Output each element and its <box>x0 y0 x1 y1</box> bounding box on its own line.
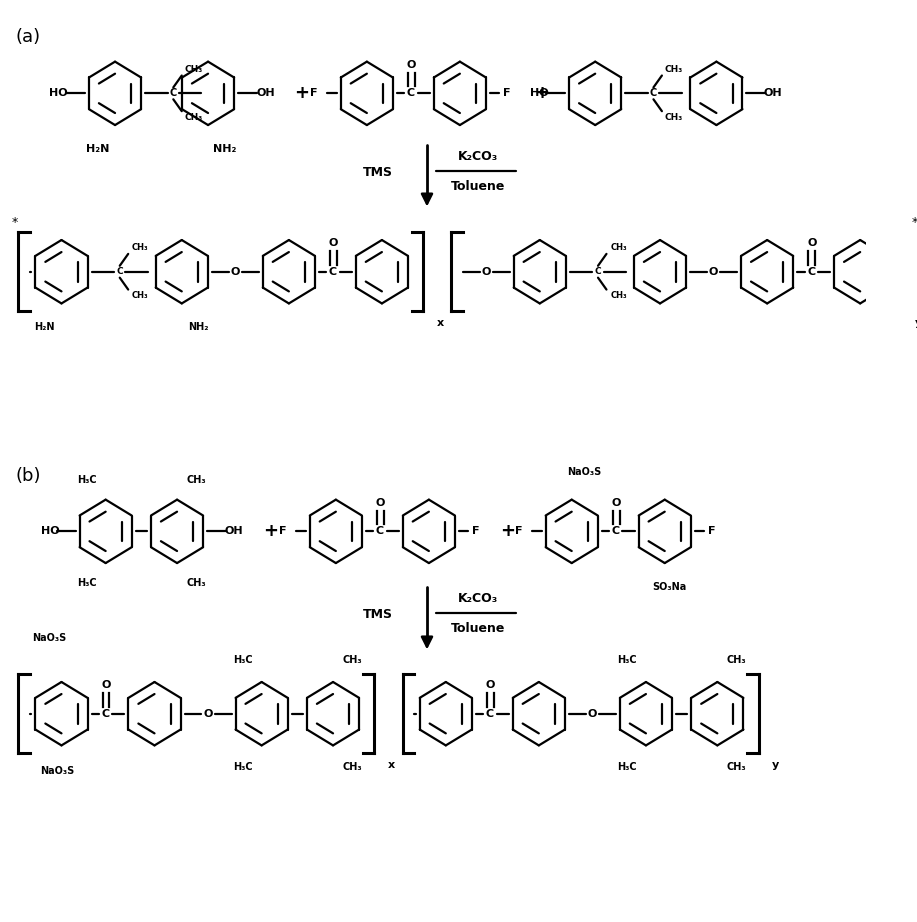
Text: C: C <box>376 526 384 537</box>
Text: y: y <box>915 318 917 328</box>
Text: CH₃: CH₃ <box>342 762 361 773</box>
Text: NaO₃S: NaO₃S <box>39 766 74 776</box>
Text: H₂N: H₂N <box>34 322 55 332</box>
Text: NaO₃S: NaO₃S <box>567 467 601 477</box>
Text: x: x <box>388 761 395 770</box>
Text: C: C <box>612 526 620 537</box>
Text: C: C <box>116 267 123 277</box>
Text: (b): (b) <box>16 467 41 485</box>
Text: O: O <box>376 498 385 508</box>
Text: TMS: TMS <box>363 166 393 179</box>
Text: Toluene: Toluene <box>450 180 505 193</box>
Text: F: F <box>472 526 480 537</box>
Text: +: + <box>501 523 515 540</box>
Text: CH₃: CH₃ <box>132 291 149 300</box>
Text: +: + <box>534 84 549 102</box>
Text: C: C <box>407 89 415 99</box>
Text: C: C <box>595 267 602 277</box>
Text: CH₃: CH₃ <box>726 656 746 665</box>
Text: CH₃: CH₃ <box>186 475 205 485</box>
Text: F: F <box>280 526 287 537</box>
Text: H₂N: H₂N <box>86 144 110 154</box>
Text: C: C <box>170 89 177 99</box>
Text: C: C <box>486 709 494 718</box>
Text: F: F <box>515 526 523 537</box>
Text: TMS: TMS <box>363 609 393 621</box>
Text: CH₃: CH₃ <box>726 762 746 773</box>
Text: F: F <box>708 526 715 537</box>
Text: H₃C: H₃C <box>77 475 96 485</box>
Text: HO: HO <box>41 526 60 537</box>
Text: O: O <box>407 60 416 70</box>
Text: K₂CO₃: K₂CO₃ <box>458 592 498 605</box>
Text: O: O <box>807 238 816 248</box>
Text: F: F <box>311 89 318 99</box>
Text: SO₃Na: SO₃Na <box>652 582 687 592</box>
Text: +: + <box>294 84 310 102</box>
Text: H₃C: H₃C <box>77 578 96 588</box>
Text: O: O <box>231 266 240 277</box>
Text: NaO₃S: NaO₃S <box>32 633 66 644</box>
Text: OH: OH <box>764 89 782 99</box>
Text: K₂CO₃: K₂CO₃ <box>458 150 498 163</box>
Text: *: * <box>11 216 17 229</box>
Text: C: C <box>807 266 815 277</box>
Text: CH₃: CH₃ <box>611 243 627 253</box>
Text: F: F <box>503 89 511 99</box>
Text: H₃C: H₃C <box>233 762 253 773</box>
Text: O: O <box>588 709 597 718</box>
Text: O: O <box>329 238 338 248</box>
Text: y: y <box>772 761 779 770</box>
Text: CH₃: CH₃ <box>185 65 203 74</box>
Text: Toluene: Toluene <box>450 622 505 635</box>
Text: NH₂: NH₂ <box>188 322 209 332</box>
Text: OH: OH <box>256 89 275 99</box>
Text: x: x <box>436 318 444 328</box>
Text: OH: OH <box>224 526 243 537</box>
Text: C: C <box>329 266 337 277</box>
Text: H₃C: H₃C <box>233 656 253 665</box>
Text: HO: HO <box>529 89 548 99</box>
Text: O: O <box>612 498 621 508</box>
Text: CH₃: CH₃ <box>611 291 627 300</box>
Text: CH₃: CH₃ <box>132 243 149 253</box>
Text: CH₃: CH₃ <box>186 578 205 588</box>
Text: O: O <box>481 266 491 277</box>
Text: H₃C: H₃C <box>617 656 637 665</box>
Text: NH₂: NH₂ <box>214 144 237 154</box>
Text: *: * <box>911 216 917 229</box>
Text: CH₃: CH₃ <box>185 112 203 122</box>
Text: CH₃: CH₃ <box>665 112 683 122</box>
Text: H₃C: H₃C <box>617 762 637 773</box>
Text: (a): (a) <box>16 28 40 46</box>
Text: O: O <box>102 680 111 690</box>
Text: C: C <box>650 89 657 99</box>
Text: HO: HO <box>50 89 68 99</box>
Text: O: O <box>709 266 718 277</box>
Text: CH₃: CH₃ <box>665 65 683 74</box>
Text: C: C <box>102 709 110 718</box>
Text: +: + <box>263 523 279 540</box>
Text: O: O <box>204 709 213 718</box>
Text: CH₃: CH₃ <box>342 656 361 665</box>
Text: O: O <box>486 680 495 690</box>
